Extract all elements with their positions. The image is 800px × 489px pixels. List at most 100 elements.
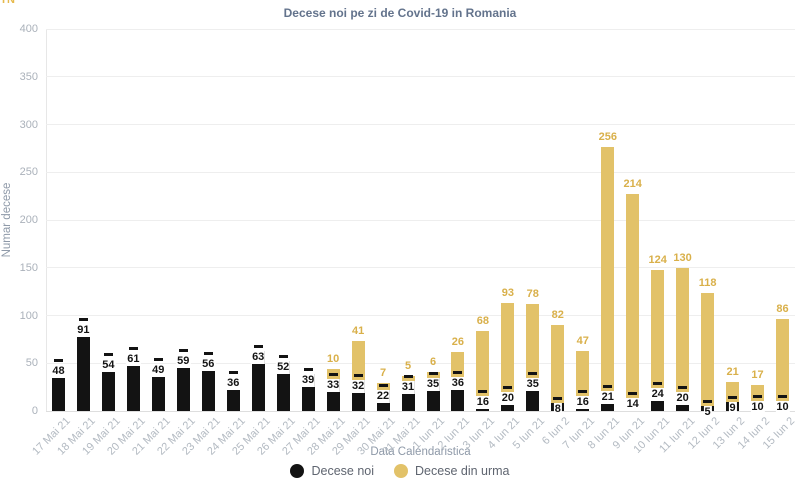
bar-decese-din-urma[interactable]	[601, 147, 615, 391]
legend-swatch-gold-circle-icon	[394, 464, 409, 478]
value-label-decese-noi: 24	[650, 388, 665, 401]
gridline	[46, 362, 795, 364]
legend-label: Decese din urma	[415, 464, 510, 478]
value-dash-marker	[153, 358, 163, 361]
value-label-decese-noi: 5	[703, 406, 712, 419]
y-axis-tick-label: 0	[31, 405, 38, 417]
value-dash-marker	[178, 349, 188, 352]
gridline	[46, 410, 795, 412]
legend-item-decese-noi[interactable]: Decese noi	[290, 464, 374, 478]
bar-decese-din-urma[interactable]	[751, 385, 764, 401]
value-dash-marker	[603, 385, 613, 388]
value-label-decese-noi: 52	[276, 361, 291, 374]
value-dash-marker	[328, 373, 338, 376]
bar-decese-din-urma[interactable]	[626, 194, 640, 398]
value-label-decese-noi: 39	[300, 374, 316, 387]
bar-decese-din-urma[interactable]	[701, 293, 715, 406]
value-dash-marker	[128, 347, 138, 350]
y-axis-tick-label: 200	[19, 214, 38, 226]
value-label-decese-noi: 35	[525, 378, 540, 391]
value-label-decese-din-urma: 130	[673, 252, 692, 264]
value-label-decese-noi: 20	[500, 392, 516, 405]
value-label-decese-din-urma: 93	[501, 287, 515, 299]
bar-decese-noi[interactable]	[251, 351, 265, 411]
value-label-decese-din-urma: 47	[576, 335, 589, 347]
bar-decese-din-urma[interactable]	[501, 303, 515, 392]
value-dash-marker	[578, 390, 588, 393]
value-dash-marker	[528, 372, 538, 375]
value-dash-marker	[628, 392, 638, 395]
bar-decese-din-urma[interactable]	[726, 382, 740, 402]
bar-decese-noi[interactable]	[201, 358, 215, 411]
value-dash-marker	[478, 390, 488, 393]
chart-title: Decese noi pe zi de Covid-19 in Romania	[283, 6, 517, 20]
bar-decese-din-urma[interactable]	[401, 376, 415, 381]
value-dash-marker	[678, 386, 688, 389]
y-axis-tick-label: 100	[19, 309, 38, 322]
value-label-decese-noi: 91	[76, 324, 91, 337]
value-dash-marker	[403, 375, 413, 378]
value-label-decese-din-urma: 118	[698, 277, 717, 289]
bar-decese-din-urma[interactable]	[526, 304, 540, 378]
value-label-decese-noi: 21	[600, 391, 615, 404]
value-label-decese-din-urma: 21	[726, 366, 739, 378]
value-label-decese-noi: 22	[375, 390, 391, 403]
value-dash-marker	[653, 382, 663, 385]
value-label-decese-din-urma: 68	[476, 315, 490, 327]
bar-decese-noi[interactable]	[176, 355, 190, 411]
bar-decese-din-urma[interactable]	[451, 352, 465, 377]
value-dash-marker	[553, 397, 563, 400]
value-label-decese-din-urma: 17	[751, 369, 764, 381]
bar-decese-din-urma[interactable]	[551, 325, 565, 403]
bar-decese-din-urma[interactable]	[476, 331, 490, 396]
bar-decese-noi[interactable]	[126, 353, 140, 411]
gridline	[46, 28, 795, 30]
value-label-decese-noi: 9	[728, 402, 737, 415]
legend-label: Decese noi	[311, 464, 375, 478]
legend-swatch-black-circle-icon	[290, 464, 305, 478]
x-axis-title: Data Calendaristica	[370, 446, 471, 458]
bar-decese-din-urma[interactable]	[651, 270, 665, 388]
value-label-decese-din-urma: 7	[379, 367, 387, 379]
value-dash-marker	[753, 395, 762, 398]
legend-item-decese-din-urma[interactable]: Decese din urma	[394, 464, 510, 478]
bar-decese-din-urma[interactable]	[676, 268, 690, 392]
value-dash-marker	[78, 318, 88, 321]
value-label-decese-noi: 33	[325, 379, 341, 392]
bar-decese-din-urma[interactable]	[776, 319, 789, 401]
value-label-decese-noi: 20	[675, 392, 690, 405]
value-label-decese-noi: 32	[350, 380, 366, 393]
corner-watermark-fragment: IN	[2, 0, 17, 6]
value-label-decese-noi: 54	[101, 359, 116, 372]
value-label-decese-noi: 48	[51, 365, 66, 378]
bar-decese-noi[interactable]	[76, 324, 90, 411]
value-label-decese-din-urma: 6	[429, 356, 437, 368]
value-dash-marker	[253, 345, 263, 348]
value-label-decese-din-urma: 124	[648, 254, 667, 266]
gridline	[46, 315, 795, 316]
bar-decese-noi[interactable]	[101, 359, 115, 411]
value-label-decese-noi: 61	[126, 353, 141, 366]
y-axis-tick-label: 350	[19, 70, 38, 83]
bar-decese-din-urma[interactable]	[426, 372, 440, 378]
legend: Decese noi Decese din urma	[0, 464, 800, 478]
gridline	[46, 171, 795, 173]
gridline	[46, 219, 795, 221]
value-label-decese-din-urma: 214	[623, 178, 642, 190]
bar-decese-din-urma[interactable]	[576, 351, 590, 396]
value-label-decese-din-urma: 78	[526, 288, 539, 300]
value-label-decese-noi: 10	[775, 401, 790, 414]
gridline	[46, 76, 795, 78]
value-label-decese-noi: 31	[400, 381, 416, 394]
bar-decese-din-urma[interactable]	[351, 341, 365, 380]
value-dash-marker	[278, 355, 288, 358]
y-axis-tick-label: 50	[25, 357, 38, 370]
value-dash-marker	[378, 384, 388, 387]
value-label-decese-noi: 8	[553, 403, 562, 416]
value-label-decese-noi: 16	[575, 396, 590, 409]
value-dash-marker	[303, 368, 313, 371]
y-axis-tick-label: 250	[19, 166, 38, 179]
gridline	[46, 124, 795, 125]
y-axis-tick-label: 150	[19, 261, 38, 274]
